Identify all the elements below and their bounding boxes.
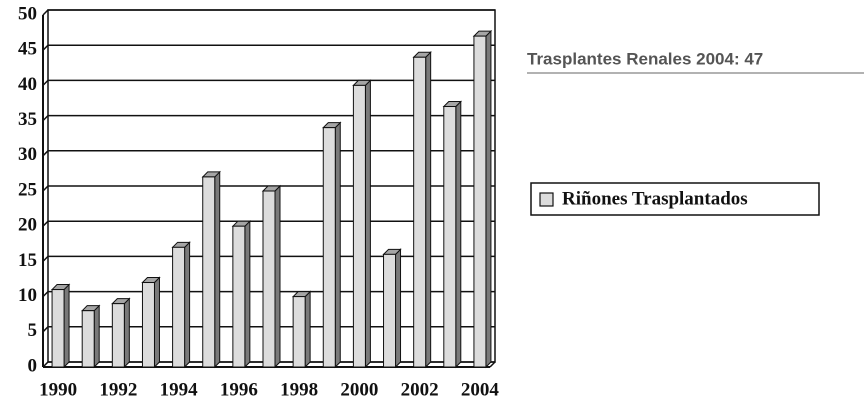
legend-box	[530, 182, 820, 216]
bar	[171, 241, 191, 369]
bar-face	[443, 106, 457, 368]
bar-face	[93, 304, 100, 369]
bar	[261, 184, 282, 369]
bar-face	[455, 100, 462, 369]
bar-face	[322, 127, 336, 368]
bar	[231, 219, 252, 369]
grid-line	[42, 114, 495, 122]
y-tick-label: 40	[18, 74, 37, 95]
bar-face	[111, 303, 125, 368]
bar-face	[425, 51, 432, 369]
bar-face	[292, 296, 306, 368]
x-tick-label: 1990	[39, 379, 77, 400]
bar-face	[232, 225, 246, 368]
bar-face	[395, 248, 402, 369]
bar	[291, 290, 312, 369]
bar	[80, 304, 101, 369]
legend: Riñones Trasplantados	[530, 182, 820, 216]
bar-face	[51, 289, 65, 368]
bar-face	[184, 241, 191, 369]
x-tick-label: 2002	[401, 379, 439, 400]
bar-face	[172, 246, 186, 368]
bar	[352, 79, 372, 369]
bar-face	[63, 283, 70, 369]
bar-face	[214, 170, 221, 369]
grid-line	[42, 361, 495, 368]
bar-face	[304, 290, 311, 369]
y-tick-label: 5	[28, 320, 38, 341]
grid-line	[42, 44, 495, 51]
bar	[442, 100, 463, 369]
bar-face	[413, 56, 427, 368]
bar-face	[81, 310, 95, 368]
y-tick-label: 10	[18, 285, 37, 306]
y-tick-label: 30	[18, 144, 37, 165]
bar-face	[274, 184, 281, 369]
y-tick-label: 25	[18, 179, 37, 200]
bar-face	[262, 190, 276, 368]
legend-label: Riñones Trasplantados	[562, 188, 748, 209]
grid-line	[42, 290, 495, 298]
y-tick-label: 35	[18, 109, 37, 130]
bar-face	[383, 253, 397, 368]
grid-line	[42, 79, 495, 86]
bar-face	[364, 79, 371, 369]
bar-face	[141, 282, 155, 368]
bar	[382, 248, 402, 369]
bar-face	[123, 297, 130, 369]
x-tick-label: 1992	[99, 379, 137, 400]
x-tick-label: 2004	[461, 379, 500, 400]
grid-line	[42, 326, 495, 333]
bar	[111, 297, 131, 369]
bar	[141, 276, 161, 369]
bar-face	[244, 219, 251, 369]
bar-face	[485, 29, 492, 369]
y-tick-label: 20	[18, 215, 37, 236]
bar-face	[334, 121, 341, 369]
y-tick-label: 15	[18, 250, 37, 271]
grid-line	[42, 255, 495, 262]
x-tick-label: 2000	[340, 379, 378, 400]
y-tick-label: 50	[18, 3, 37, 24]
legend-swatch	[539, 192, 554, 207]
grid-line	[42, 9, 495, 16]
grid-line	[42, 150, 495, 157]
bar-face	[473, 35, 487, 368]
bar-face	[153, 276, 160, 369]
bar	[322, 121, 342, 369]
x-tick-label: 1994	[160, 379, 199, 400]
floor-edge	[489, 361, 496, 368]
bar	[50, 283, 71, 369]
x-tick-label: 1996	[220, 379, 258, 400]
grid-line	[42, 185, 495, 192]
bar	[201, 170, 221, 369]
bar	[412, 51, 432, 369]
x-tick-label: 1998	[280, 379, 318, 400]
annotation: Trasplantes Renales 2004: 47	[527, 49, 763, 68]
bar	[472, 29, 493, 369]
grid-line	[42, 220, 495, 227]
bar-face	[202, 176, 216, 368]
y-tick-label: 0	[28, 355, 38, 376]
bar-face	[352, 84, 366, 368]
y-tick-label: 45	[18, 39, 37, 60]
